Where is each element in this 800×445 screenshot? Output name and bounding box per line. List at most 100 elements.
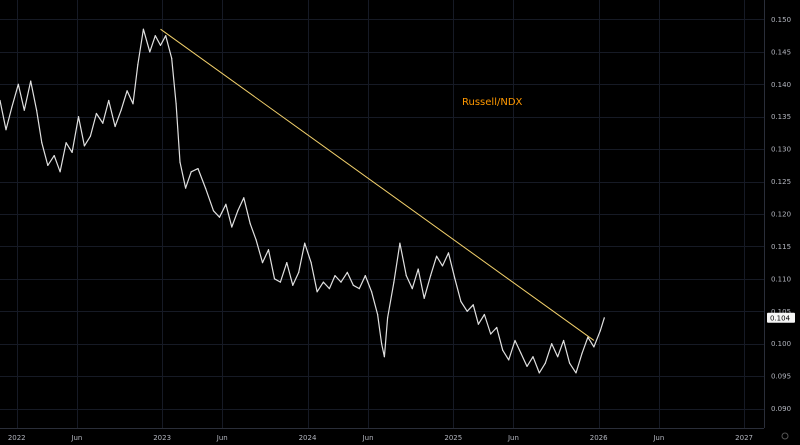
data-point [454,278,456,280]
data-point [593,346,595,348]
data-point [243,197,245,199]
data-point [77,116,80,118]
trendline [160,28,595,341]
data-point [159,44,162,47]
x-tick-label: 2023 [153,434,171,442]
y-tick-label: 0.140 [771,81,791,89]
data-point [298,271,300,273]
data-point [383,356,385,358]
data-point [381,343,383,345]
data-point [477,323,479,325]
x-tick-label: Jun [70,434,82,442]
data-point [218,216,221,218]
last-value-background [767,312,795,323]
data-point [273,278,276,280]
y-tick-label: 0.145 [771,48,791,56]
data-point [430,275,432,277]
data-point [225,203,227,205]
data-point [279,281,281,283]
data-point [190,171,192,173]
data-point [352,284,354,286]
data-point [286,262,288,264]
data-point [255,239,257,241]
data-point [36,109,38,111]
x-tick-label: 2027 [735,434,753,442]
data-point [328,288,330,290]
data-point [544,362,546,364]
y-tick-label: 0.150 [771,16,791,24]
data-point [358,288,360,290]
x-tick-label: 2026 [590,434,608,442]
data-point [171,57,173,60]
data-point [551,343,553,345]
data-point [65,142,67,144]
series-annotation: Russell/NDX [462,97,523,108]
data-point [460,300,462,303]
data-point [371,291,373,293]
x-tick-label: 2022 [8,434,26,442]
data-point [334,275,336,277]
data-point [532,356,534,358]
data-point [95,112,97,115]
data-point [185,187,187,189]
data-point [423,297,425,299]
data-point [267,249,270,251]
data-point [581,352,583,354]
data-point [514,339,516,342]
data-point [441,265,444,267]
data-point [132,103,134,105]
data-point [126,90,128,92]
last-value-label: 0.104 [770,314,791,322]
data-point [502,349,504,351]
data-point [520,352,522,354]
x-tick-label: Jun [362,434,374,442]
data-point [526,365,528,367]
data-point [411,288,413,290]
y-tick-label: 0.120 [771,211,791,219]
data-point [204,187,207,189]
data-point [587,336,589,338]
x-tick-label: Jun [652,434,664,442]
data-point [377,313,379,316]
settings-icon[interactable] [781,432,789,440]
data-point [447,252,450,254]
data-point [89,135,91,137]
data-point [393,281,395,283]
data-point [417,268,419,270]
data-point [405,275,407,277]
data-point [599,330,601,332]
data-point [310,262,312,264]
data-point [59,171,61,173]
data-point [154,35,156,37]
data-point [237,210,239,212]
data-point [0,99,1,102]
data-point [569,362,571,364]
y-axis-ticks: 0.090 0.095 0.100 0.105 0.110 0.115 0.120 0.125… [771,16,791,413]
data-point [108,99,110,102]
data-point [102,122,104,124]
last-value-badge: 0.104 [767,312,795,323]
data-point [114,125,116,128]
data-point [496,326,498,329]
data-point [490,333,492,335]
data-point [261,262,264,264]
data-point [364,275,366,277]
y-tick-label: 0.130 [771,146,791,154]
data-point [212,210,215,212]
data-point [399,242,401,244]
data-point [30,80,32,82]
data-point [179,161,181,163]
data-point [466,310,468,312]
data-point [120,109,122,111]
data-point [137,64,139,66]
data-point [387,317,389,319]
x-tick-label: 2025 [444,434,462,442]
y-tick-label: 0.135 [771,113,791,121]
data-point [23,109,25,111]
trendline-layer [160,28,595,341]
data-point [142,28,144,30]
data-point [316,291,318,293]
data-point [557,356,559,358]
